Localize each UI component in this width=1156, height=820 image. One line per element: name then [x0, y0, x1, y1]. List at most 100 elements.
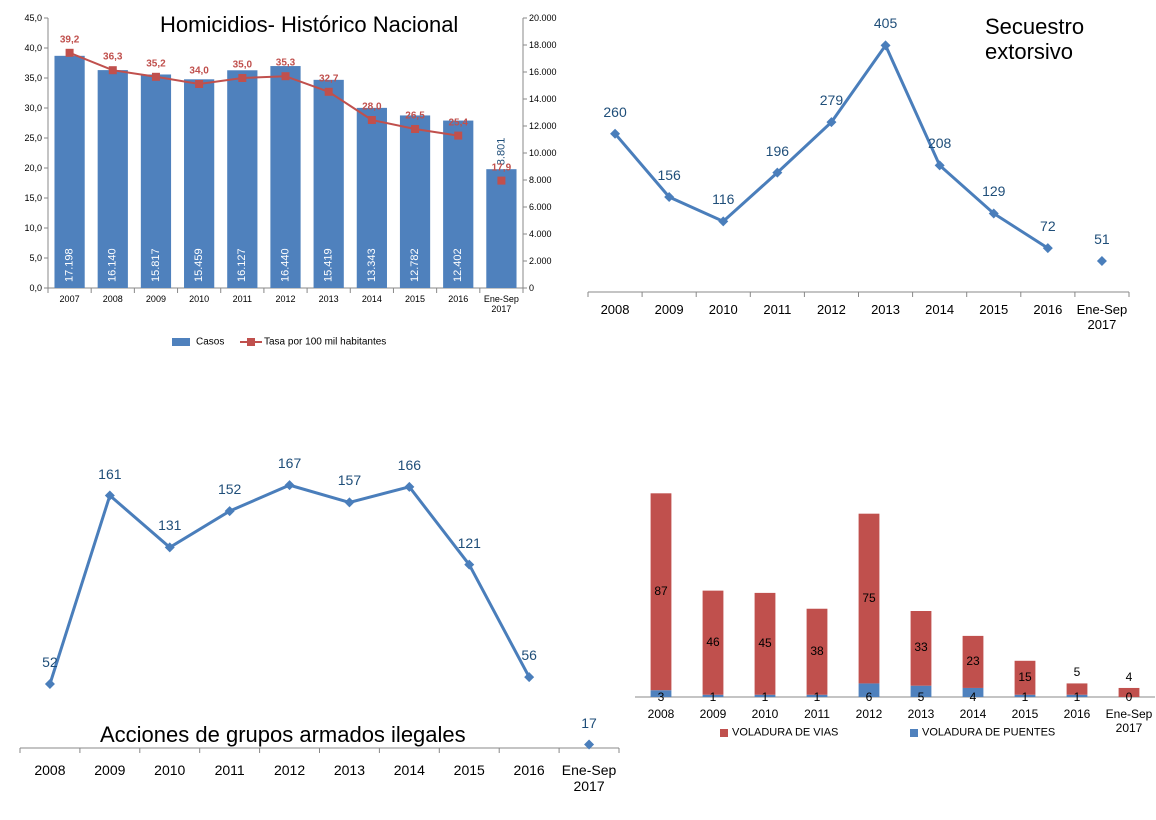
point-value-label: 35,2 — [146, 58, 166, 70]
x-tick-label: 2012 — [855, 707, 883, 721]
line-marker — [164, 542, 175, 553]
y-tick-label: 18.000 — [529, 39, 557, 50]
bar-value-label: 3 — [657, 690, 665, 705]
bar-segment — [650, 493, 672, 691]
line-marker — [44, 679, 55, 690]
point-value-label: 121 — [457, 534, 481, 551]
bar-value-label: 15.459 — [193, 248, 205, 282]
bar — [54, 55, 85, 289]
line-marker — [104, 490, 115, 501]
y-tick-label: 16.000 — [529, 66, 557, 77]
point-value-label: 34,0 — [189, 65, 209, 77]
bar-segment — [1066, 683, 1088, 695]
x-tick-label: 2014 — [393, 762, 425, 778]
bar — [140, 74, 172, 289]
bar-segment — [702, 590, 724, 695]
x-tick-label: 2016 — [513, 762, 545, 778]
bar — [356, 107, 387, 288]
line — [48, 483, 531, 685]
bar — [227, 70, 258, 289]
line-marker — [1042, 243, 1053, 254]
y-tick-label: 8.000 — [529, 174, 552, 185]
y-tick-label: 15,0 — [24, 192, 42, 203]
bar-value-label: 5 — [1073, 665, 1081, 680]
bar-value-label: 1 — [1021, 690, 1029, 705]
line-marker — [826, 117, 837, 128]
bar-value-label: 0 — [1125, 690, 1133, 705]
point-value-label: 52 — [42, 653, 58, 670]
point-value-label: 17 — [581, 714, 597, 731]
point-value-label: 167 — [277, 455, 302, 472]
bar-value-label: 8.801 — [495, 138, 507, 166]
line-marker — [281, 72, 290, 81]
line-marker — [610, 128, 621, 139]
y-tick-label: 20.000 — [529, 12, 557, 23]
bar-value-label: 15.817 — [150, 248, 162, 282]
bar-segment — [754, 592, 776, 695]
point-value-label: 208 — [927, 135, 952, 152]
line-marker — [195, 80, 204, 88]
y-tick-label: 20,0 — [24, 162, 42, 173]
x-tick-label: 2010 — [189, 294, 210, 304]
bar-segment — [962, 635, 984, 688]
chart-title: Homicidios- Histórico Nacional — [160, 12, 459, 37]
line-marker — [464, 559, 475, 570]
bar-value-label: 6 — [865, 690, 873, 705]
line-marker — [524, 672, 535, 683]
bar-value-label: 45 — [758, 635, 772, 650]
x-tick-label: 2008 — [600, 302, 630, 317]
chart-title: Acciones de grupos armados ilegales — [100, 722, 466, 747]
line-marker — [718, 216, 729, 227]
point-value-label: 26,5 — [405, 110, 425, 122]
bar-value-label: 87 — [654, 583, 668, 598]
line-marker — [988, 208, 999, 219]
bar — [270, 66, 301, 288]
bar-value-label: 23 — [966, 654, 980, 669]
bar-value-label: 5 — [917, 690, 925, 705]
bar-value-label: 16.127 — [236, 248, 248, 282]
line-marker — [497, 176, 506, 185]
y-tick-label: 45,0 — [24, 12, 42, 23]
point-value-label: 131 — [158, 517, 182, 534]
x-tick-label: 2010 — [154, 762, 186, 778]
x-tick-label: 2013 — [871, 302, 900, 317]
bar-value-label: 1 — [813, 690, 821, 705]
legend-swatch — [720, 729, 728, 737]
bar-value-label: 46 — [706, 634, 720, 649]
x-tick-label: Ene-Sep 2017 — [561, 762, 617, 795]
line-marker — [238, 74, 247, 82]
x-tick-label: 2016 — [1033, 302, 1063, 317]
point-value-label: 51 — [1094, 230, 1110, 247]
bar-segment — [910, 611, 932, 686]
point-value-label: 260 — [603, 103, 627, 120]
x-tick-label: 2008 — [102, 294, 123, 304]
point-value-label: 161 — [98, 465, 122, 482]
y-tick-label: 0,0 — [29, 282, 42, 293]
y-tick-label: 12.000 — [529, 120, 557, 131]
line-marker — [151, 72, 160, 81]
bar-segment — [806, 694, 828, 697]
point-value-label: 72 — [1040, 218, 1056, 235]
x-tick-label: 2011 — [804, 707, 830, 721]
legend-swatch — [910, 729, 918, 737]
bar-value-label: 15.419 — [323, 248, 335, 282]
legend-label: Tasa por 100 mil habitantes — [264, 336, 387, 348]
point-value-label: 156 — [657, 166, 681, 183]
bar-value-label: 38 — [810, 643, 824, 658]
bar-segment — [1014, 694, 1036, 697]
x-tick-label: 2008 — [34, 762, 66, 778]
y-tick-label: 10,0 — [24, 222, 42, 233]
point-value-label: 116 — [712, 191, 735, 208]
point-value-label: 36,3 — [103, 51, 123, 63]
x-tick-label: Ene-Sep 2017 — [1105, 707, 1153, 735]
bar-value-label: 33 — [914, 640, 928, 655]
legend-swatch — [172, 338, 190, 346]
y-tick-label: 4.000 — [529, 228, 552, 239]
point-value-label: 32,7 — [318, 73, 339, 85]
bar — [97, 70, 128, 288]
bar-segment — [858, 513, 880, 684]
bar — [184, 79, 215, 288]
bar — [399, 115, 431, 289]
line — [69, 51, 459, 137]
y-tick-label: 14.000 — [529, 93, 557, 104]
